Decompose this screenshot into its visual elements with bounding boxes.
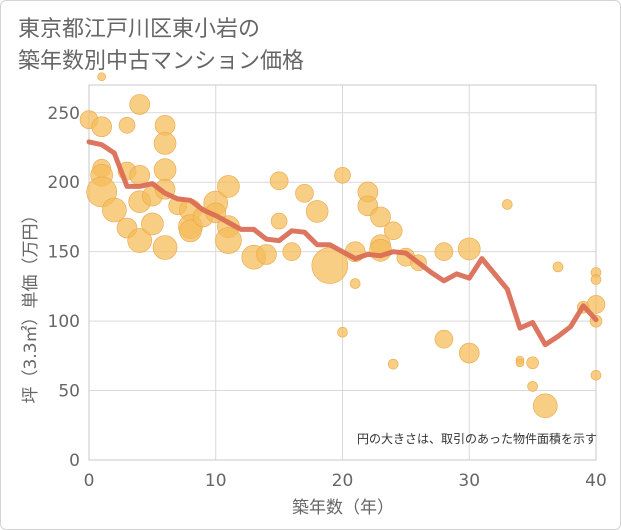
data-bubble [282,242,302,261]
data-bubble [590,274,602,285]
data-bubble [217,175,240,198]
data-bubble [256,244,277,265]
data-bubble [129,94,150,115]
data-bubble [102,197,127,223]
data-bubble [305,200,329,223]
data-bubble [515,358,525,368]
data-bubble [153,158,177,182]
x-tick-label: 30 [458,471,480,491]
data-bubble [434,242,454,261]
title-line-2: 築年数別中古マンション価格 [18,49,305,74]
data-bubble [129,164,150,186]
x-axis-label: 築年数（年） [292,498,394,518]
data-bubble [127,228,152,253]
data-bubble [526,356,539,370]
data-bubble [295,184,314,203]
data-bubble [586,295,606,314]
data-bubble [590,369,602,381]
y-tick-label: 200 [48,173,80,193]
data-bubble [370,206,391,228]
data-bubble [334,166,351,184]
x-tick-label: 0 [84,471,95,491]
x-tick-label: 10 [205,471,227,491]
trend-line-group [86,139,599,348]
y-tick-label: 250 [48,104,80,124]
data-bubble [532,393,558,419]
data-bubble [91,116,112,137]
data-bubble [270,212,288,230]
data-bubble [153,132,177,155]
data-bubble [141,212,164,236]
title-line-1: 東京都江戸川区東小岩の [18,17,261,42]
data-bubble [337,326,348,338]
x-tick-label: 40 [585,471,607,491]
data-bubble [457,237,481,261]
y-tick-label: 0 [69,451,80,471]
trend-line [86,139,599,348]
data-bubble [152,235,178,260]
data-bubble [349,278,361,289]
data-bubble [269,171,289,191]
bubbles [79,72,606,419]
data-bubble [501,199,513,210]
y-axis-label: 坪（3.3㎡）単価（万円） [21,206,41,403]
data-bubble [552,261,564,273]
data-bubble [458,342,480,364]
data-bubble [527,381,538,392]
y-tick-label: 100 [48,312,80,332]
data-bubble [215,227,242,254]
data-bubble [118,116,136,134]
data-bubble [383,221,403,241]
data-bubble [97,72,106,81]
y-tick-label: 150 [48,243,80,263]
x-tick-label: 20 [332,471,354,491]
data-bubble [387,358,399,370]
data-bubble [434,329,454,349]
y-tick-label: 50 [58,382,80,402]
tick-labels: 0 50 100 150 200 250 0 10 20 30 40 [48,104,607,491]
data-bubble [179,219,202,243]
chart-title: 東京都江戸川区東小岩の 築年数別中古マンション価格 [18,14,304,78]
size-note: 円の大きさは、取引のあった物件面積を示す [357,431,597,446]
